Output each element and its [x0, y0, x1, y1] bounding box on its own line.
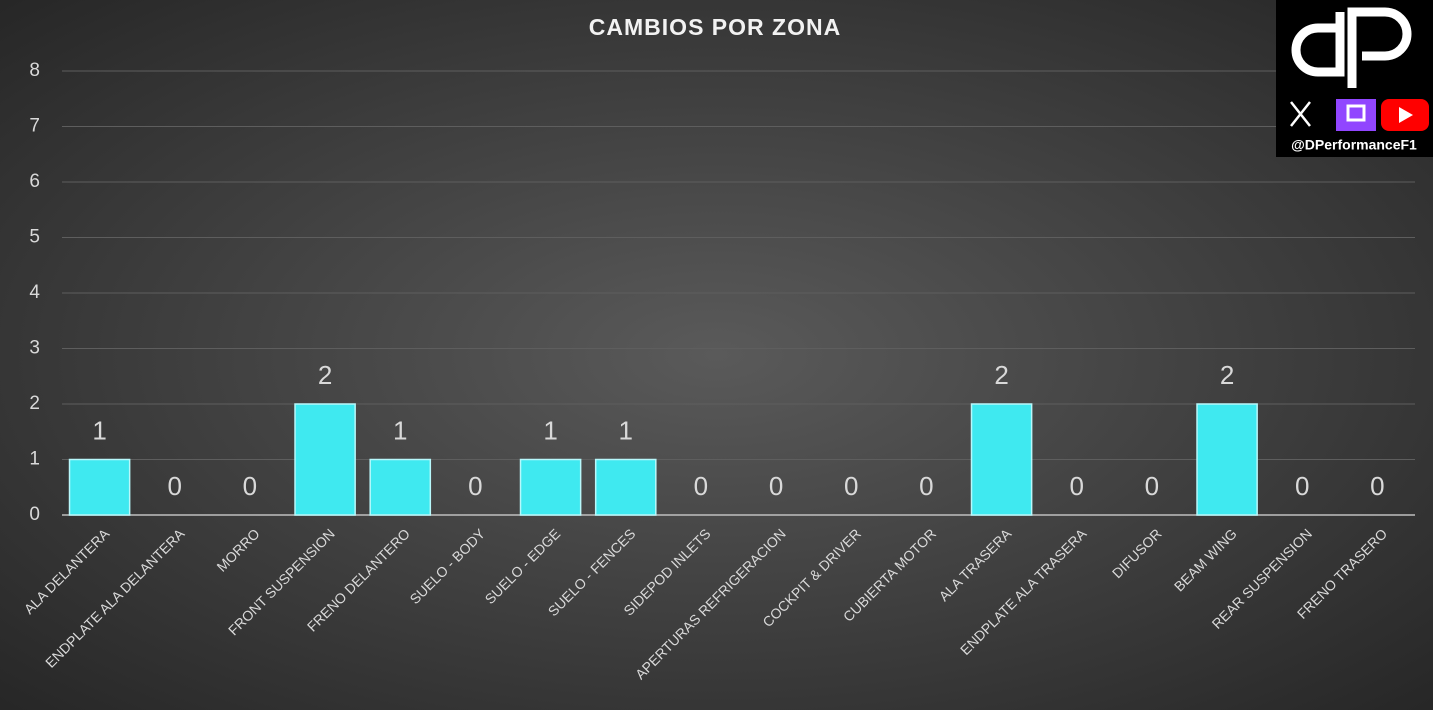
- bar: [369, 458, 432, 516]
- y-tick-label: 7: [29, 116, 40, 137]
- value-label: 2: [1220, 360, 1234, 390]
- bar: [1196, 403, 1258, 516]
- y-tick-label: 8: [29, 60, 40, 81]
- y-tick-label: 0: [29, 504, 40, 525]
- value-label: 0: [844, 471, 858, 501]
- value-label: 0: [1145, 471, 1159, 501]
- bar: [294, 403, 356, 516]
- value-label: 0: [769, 471, 783, 501]
- value-label: 1: [543, 415, 557, 445]
- y-tick-label: 5: [29, 227, 40, 248]
- x-icon: [1290, 101, 1311, 127]
- value-label: 0: [168, 471, 182, 501]
- y-tick-label: 6: [29, 171, 40, 192]
- bar: [68, 458, 131, 516]
- value-label: 2: [318, 360, 332, 390]
- y-tick-label: 3: [29, 338, 40, 359]
- value-label: 0: [1070, 471, 1084, 501]
- bar: [594, 458, 657, 516]
- twitch-icon: [1336, 99, 1376, 131]
- y-tick-label: 4: [29, 282, 40, 303]
- chart-title: CAMBIOS POR ZONA: [589, 14, 841, 40]
- y-tick-label: 1: [29, 449, 40, 470]
- logo-p: [1347, 7, 1412, 88]
- value-label: 1: [393, 415, 407, 445]
- value-label: 1: [92, 415, 106, 445]
- twitch-glyph: [1346, 104, 1366, 122]
- value-label: 0: [694, 471, 708, 501]
- value-label: 0: [1295, 471, 1309, 501]
- bar: [970, 403, 1033, 516]
- youtube-glyph: [1399, 107, 1413, 123]
- value-label: 0: [1370, 471, 1384, 501]
- y-tick-label: 2: [29, 393, 40, 414]
- bar: [519, 458, 582, 516]
- value-label: 0: [919, 471, 933, 501]
- logo-d: [1291, 12, 1345, 77]
- value-label: 0: [243, 471, 257, 501]
- watermark-handle: @DPerformanceF1: [1291, 137, 1417, 153]
- logo: @DPerformanceF1: [1276, 0, 1433, 157]
- value-label: 0: [468, 471, 482, 501]
- value-label: 1: [619, 415, 633, 445]
- value-label: 2: [994, 360, 1008, 390]
